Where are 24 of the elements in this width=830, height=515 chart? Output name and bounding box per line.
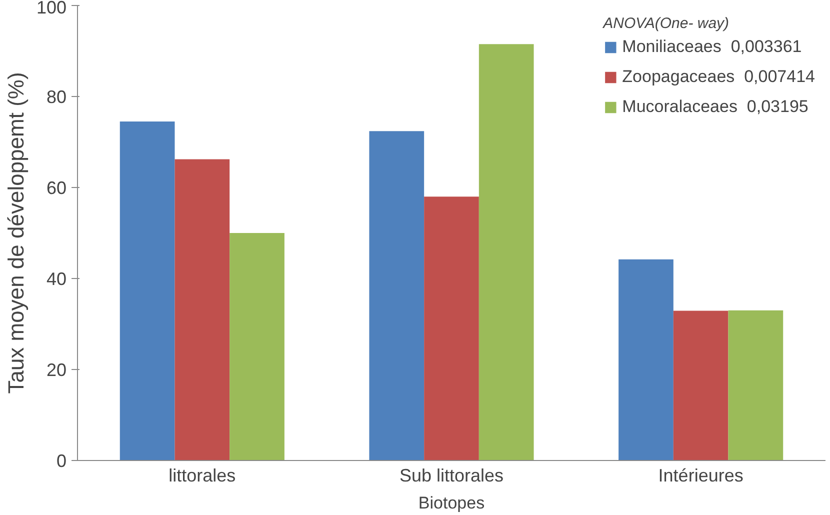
legend-title: ANOVA(One- way) [603, 15, 730, 32]
y-tick-label: 80 [46, 87, 67, 107]
y-axis-title: Taux moyen de développemt (%) [3, 72, 28, 394]
legend-label: Moniliaceaes 0,003361 [622, 37, 802, 57]
legend-label: Mucoralaceaes 0,03195 [622, 97, 808, 117]
y-tick-label: 20 [46, 360, 67, 380]
y-tick-label: 100 [36, 0, 67, 18]
y-tick-label: 60 [46, 178, 67, 198]
x-axis-title: Biotopes [418, 494, 485, 512]
bar [673, 310, 728, 460]
bar [424, 196, 479, 460]
bar [728, 310, 784, 460]
bar [230, 233, 284, 460]
bar [174, 159, 230, 460]
bar [618, 259, 674, 460]
y-tick-label: 0 [56, 451, 67, 471]
y-tick-label: 40 [46, 269, 67, 289]
bar [369, 131, 424, 460]
x-tick-label: Sub littorales [399, 466, 504, 486]
legend-label: Zoopagaceaes 0,007414 [622, 67, 815, 87]
bar [478, 44, 534, 460]
x-tick-label: Intérieures [658, 466, 744, 486]
x-tick-label: littorales [168, 466, 236, 486]
bar [120, 122, 175, 460]
